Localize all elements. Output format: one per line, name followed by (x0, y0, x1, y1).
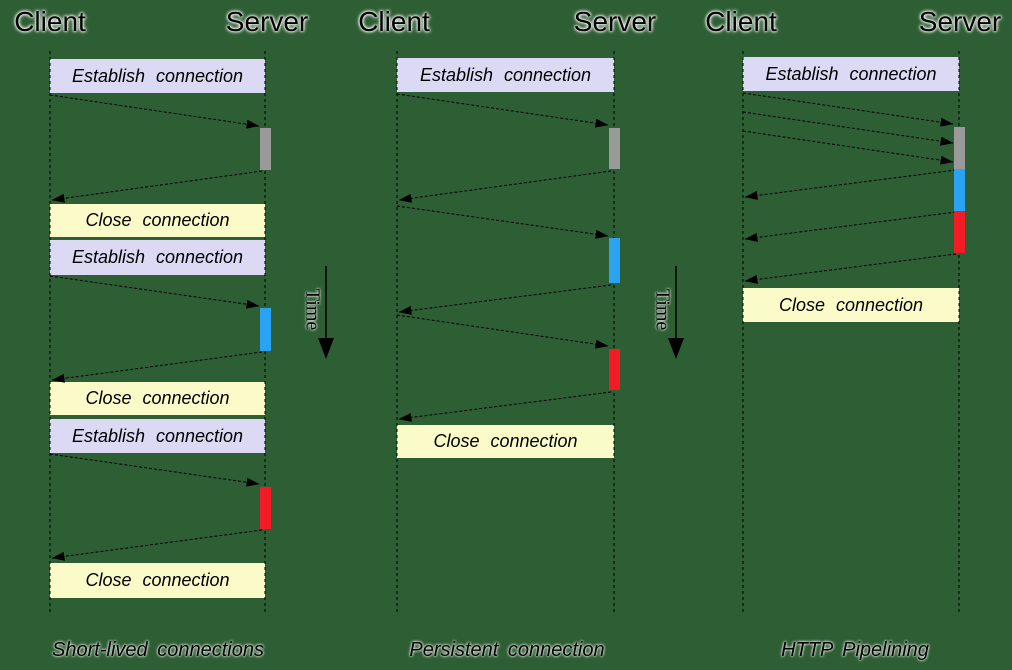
time-label: Time (301, 288, 324, 331)
server-processing-bar-red (609, 349, 620, 390)
server-processing-bar-blue (609, 238, 620, 283)
server-label: Server (918, 6, 1002, 37)
time-label: Time (651, 288, 674, 331)
establish-connection-box: Establish connection (743, 57, 959, 91)
establish-connection-box: Establish connection (397, 58, 614, 92)
server-processing-bar-red (954, 211, 965, 253)
client-label: Client (358, 6, 430, 37)
client-label: Client (705, 6, 777, 37)
server-processing-bar-gray (609, 128, 620, 169)
close-connection-box: Close connection (397, 425, 614, 458)
server-processing-bar-red (260, 487, 271, 529)
server-processing-bar-gray (260, 128, 271, 170)
server-label: Server (225, 6, 309, 37)
server-label: Server (573, 6, 657, 37)
server-processing-bar-gray (954, 127, 965, 169)
diagram-caption: HTTP Pipelining (781, 639, 929, 661)
establish-connection-box: Establish connection (50, 240, 265, 275)
server-processing-bar-blue (954, 169, 965, 211)
establish-connection-box: Establish connection (50, 419, 265, 453)
close-connection-box: Close connection (50, 204, 265, 237)
server-processing-bar-blue (260, 308, 271, 351)
close-connection-box: Close connection (743, 288, 959, 322)
close-connection-box: Close connection (50, 382, 265, 415)
establish-connection-box: Establish connection (50, 59, 265, 93)
close-connection-box: Close connection (50, 563, 265, 598)
client-label: Client (14, 6, 86, 37)
diagram-caption: Short-lived connections (52, 639, 264, 661)
diagram-caption: Persistent connection (409, 639, 605, 661)
